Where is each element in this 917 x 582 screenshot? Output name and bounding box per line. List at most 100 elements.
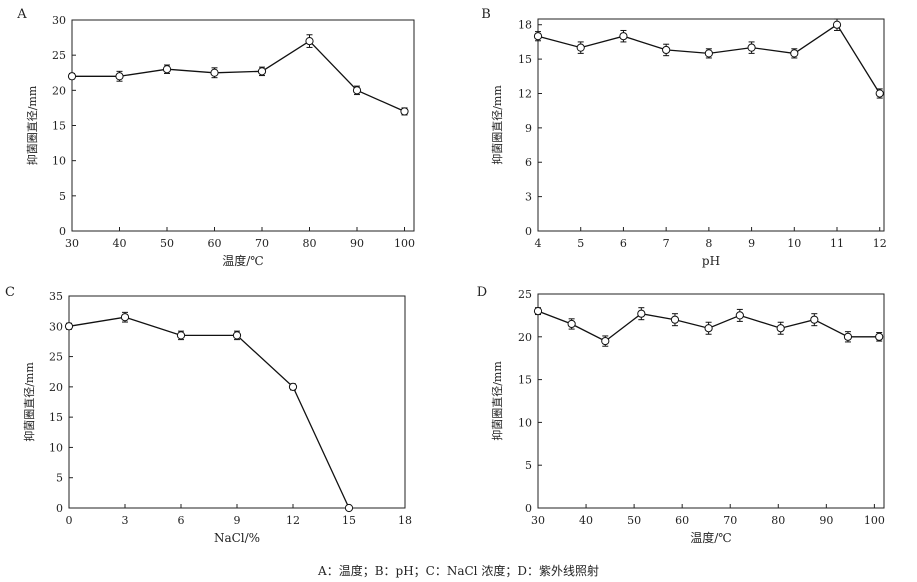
data-point	[619, 32, 628, 41]
x-tick-label: 30	[531, 514, 545, 527]
figure-caption: A：温度；B：pH；C：NaCl 浓度；D：紫外线照射	[318, 564, 599, 578]
plot-frame	[537, 18, 885, 232]
data-point	[232, 331, 242, 340]
data-point	[832, 20, 842, 29]
x-tick-label: 40	[113, 237, 127, 250]
y-tick-label: 12	[518, 87, 532, 100]
x-tick-label: 90	[350, 237, 364, 250]
y-tick-label: 10	[518, 416, 532, 429]
chart-panel-b: 4 5 6 7 8 9 10 11 12 0 3 6 9 12 15 18 pH 抑菌圈直径/mm B	[481, 7, 887, 268]
data-point	[810, 315, 819, 324]
x-tick-label: 8	[705, 237, 712, 250]
y-tick-label: 0	[525, 225, 532, 238]
chart-panel-d: 30 40 50 60 70 80 90 100 0 5 10 15 20 25 温度/℃ 抑菌圈直径/mm D	[477, 285, 885, 545]
panel-label: B	[481, 7, 491, 22]
plot-frame	[537, 293, 885, 509]
x-tick-label: 100	[394, 237, 415, 250]
x-tick-label: 12	[873, 237, 887, 250]
x-tick-label: 11	[830, 237, 844, 250]
data-point	[704, 49, 713, 58]
y-axis-label: 抑菌圈直径/mm	[22, 362, 36, 442]
y-tick-label: 20	[49, 381, 63, 394]
data-point	[533, 32, 543, 41]
y-tick-label: 20	[52, 84, 66, 97]
y-tick-label: 5	[59, 190, 66, 203]
y-tick-label: 25	[49, 351, 63, 364]
x-tick-label: 50	[160, 237, 174, 250]
data-point	[637, 309, 646, 318]
y-tick-label: 20	[518, 331, 532, 344]
data-point	[875, 332, 884, 341]
x-tick-label: 5	[577, 237, 584, 250]
series-line	[72, 40, 405, 112]
x-axis-label: pH	[702, 254, 720, 268]
panel-label: D	[477, 285, 487, 300]
y-tick-label: 15	[49, 411, 63, 424]
chart-panel-a: 30 40 50 60 70 80 90 100 0 5 10 15 20 25 30 温度/℃ 抑菌圈直径/m…	[16, 7, 415, 268]
x-tick-label: 90	[819, 514, 833, 527]
x-tick-label: 0	[66, 514, 73, 527]
data-point	[843, 332, 853, 341]
x-tick-label: 70	[723, 514, 737, 527]
data-point	[576, 43, 585, 52]
y-tick-label: 25	[518, 288, 532, 301]
y-tick-label: 18	[518, 19, 532, 32]
y-tick-label: 10	[52, 155, 66, 168]
x-tick-label: 60	[208, 237, 222, 250]
data-point	[776, 324, 785, 333]
x-tick-label: 18	[398, 514, 412, 527]
data-point	[670, 315, 680, 324]
x-tick-label: 9	[234, 514, 241, 527]
y-tick-label: 5	[525, 459, 532, 472]
x-tick-label: 80	[303, 237, 317, 250]
data-point	[400, 107, 409, 116]
data-point	[210, 68, 219, 77]
x-tick-label: 15	[342, 514, 356, 527]
plot-frame	[71, 19, 415, 232]
y-tick-label: 0	[525, 502, 532, 515]
data-point	[704, 324, 713, 333]
data-point	[344, 503, 354, 513]
y-tick-label: 0	[56, 502, 63, 515]
data-point	[176, 331, 186, 340]
data-point	[735, 311, 744, 320]
data-point	[67, 72, 77, 81]
x-tick-label: 80	[771, 514, 785, 527]
data-point	[533, 307, 543, 316]
data-point	[662, 45, 671, 55]
data-point	[747, 43, 756, 52]
x-tick-label: 12	[286, 514, 300, 527]
x-tick-label: 60	[675, 514, 689, 527]
y-tick-label: 25	[52, 49, 66, 62]
y-axis-label: 抑菌圈直径/mm	[490, 361, 504, 441]
data-point	[64, 322, 74, 331]
x-tick-label: 3	[122, 514, 129, 527]
x-axis-label: 温度/℃	[690, 530, 731, 545]
y-tick-label: 10	[49, 441, 63, 454]
y-tick-label: 6	[525, 156, 532, 169]
y-tick-label: 30	[52, 14, 66, 27]
data-point	[790, 49, 799, 58]
y-tick-label: 35	[49, 290, 63, 303]
y-tick-label: 0	[59, 225, 66, 238]
x-tick-label: 9	[748, 237, 755, 250]
plot-frame	[68, 295, 406, 509]
chart-panel-c: 0 3 6 9 12 15 18 0 5 10 15 20 25 30 35 NaCl/% 抑菌圈直径/mm C	[5, 285, 412, 545]
x-tick-label: 4	[535, 237, 542, 250]
x-tick-label: 70	[255, 237, 269, 250]
x-tick-label: 100	[864, 514, 885, 527]
x-tick-label: 6	[178, 514, 185, 527]
x-tick-label: 7	[663, 237, 670, 250]
y-axis-label: 抑菌圈直径/mm	[490, 85, 504, 165]
y-axis-label: 抑菌圈直径/mm	[25, 85, 39, 165]
series-line	[68, 316, 350, 509]
y-tick-label: 30	[49, 320, 63, 333]
y-tick-label: 15	[52, 120, 66, 133]
x-tick-label: 6	[620, 237, 627, 250]
panel-label: A	[16, 7, 27, 22]
data-point	[875, 89, 884, 98]
data-point	[120, 313, 130, 322]
data-point	[352, 86, 362, 95]
y-tick-label: 3	[525, 191, 532, 204]
